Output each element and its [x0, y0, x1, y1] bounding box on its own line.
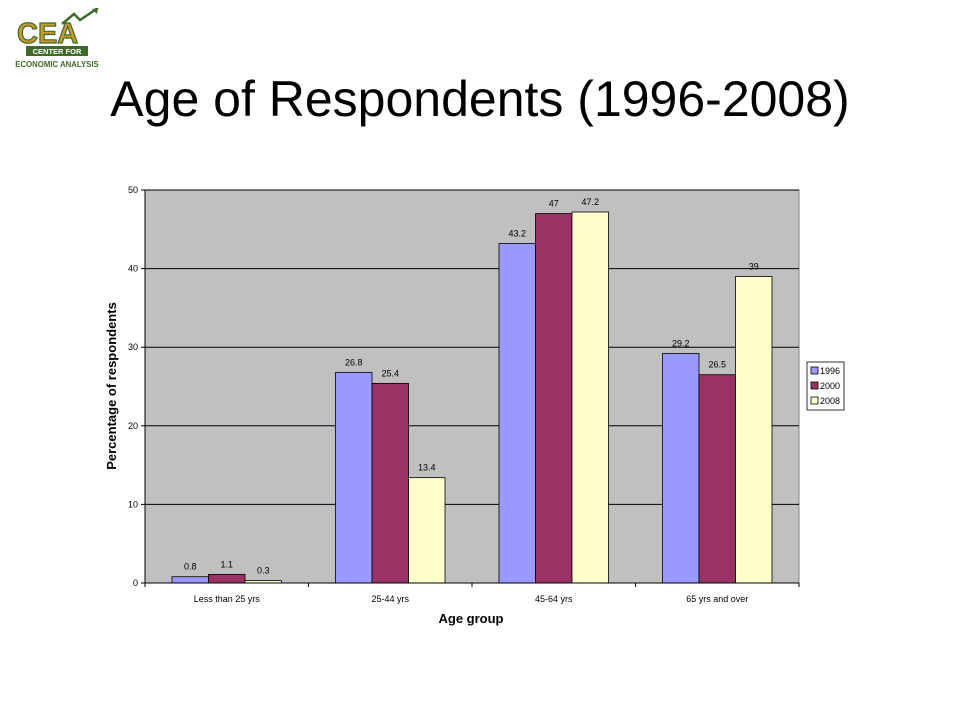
- data-label: 0.3: [257, 566, 270, 576]
- legend-label: 2008: [820, 396, 840, 406]
- bar-1996: [662, 353, 700, 584]
- bar-2008: [735, 276, 773, 584]
- legend-label: 1996: [820, 366, 840, 376]
- y-tick-label: 30: [128, 342, 138, 352]
- data-label: 47.2: [581, 197, 599, 207]
- bar-2008: [571, 211, 609, 584]
- legend-label: 2000: [820, 381, 840, 391]
- bar-2000: [208, 573, 246, 584]
- y-axis-title: Percentage of respondents: [104, 302, 119, 470]
- x-tick-label: 65 yrs and over: [686, 594, 748, 604]
- slide-title: Age of Respondents (1996-2008): [110, 71, 850, 127]
- data-label: 39: [749, 261, 759, 271]
- y-tick-label: 20: [128, 421, 138, 431]
- x-axis-title: Age group: [439, 611, 504, 626]
- legend-swatch-1996: [810, 366, 819, 375]
- y-tick-label: 40: [128, 264, 138, 274]
- legend-swatch-2008: [810, 396, 819, 405]
- legend-swatch-2000: [810, 381, 819, 390]
- data-label: 25.4: [381, 368, 399, 378]
- cea-logo: CEA CENTER FOR ECONOMIC ANALYSIS: [15, 8, 99, 69]
- bar-2000: [698, 374, 736, 584]
- bar-2008: [408, 477, 446, 584]
- bar-2000: [535, 213, 573, 584]
- bar-1996: [171, 576, 209, 584]
- data-label: 13.4: [418, 463, 436, 473]
- x-tick-label: Less than 25 yrs: [194, 594, 261, 604]
- data-label: 43.2: [508, 228, 526, 238]
- bar-1996: [335, 371, 373, 584]
- logo-arrow-icon: [61, 8, 99, 25]
- data-label: 29.2: [672, 338, 690, 348]
- y-tick-label: 50: [128, 185, 138, 195]
- x-tick-label: 45-64 yrs: [535, 594, 573, 604]
- y-tick-label: 0: [133, 578, 138, 588]
- data-label: 0.8: [184, 562, 197, 572]
- data-label: 26.8: [345, 357, 363, 367]
- y-tick-label: 10: [128, 499, 138, 509]
- logo-line1: CENTER FOR: [33, 47, 82, 56]
- logo-letters: CEA: [17, 18, 78, 50]
- data-label: 1.1: [220, 559, 233, 569]
- logo-line2: ECONOMIC ANALYSIS: [15, 60, 98, 69]
- x-tick-label: 25-44 yrs: [371, 594, 409, 604]
- bar-2000: [371, 382, 409, 584]
- data-label: 26.5: [708, 360, 726, 370]
- legend: 1996 2000 2008: [806, 361, 845, 411]
- data-label: 47: [549, 199, 559, 209]
- bar-1996: [498, 243, 536, 584]
